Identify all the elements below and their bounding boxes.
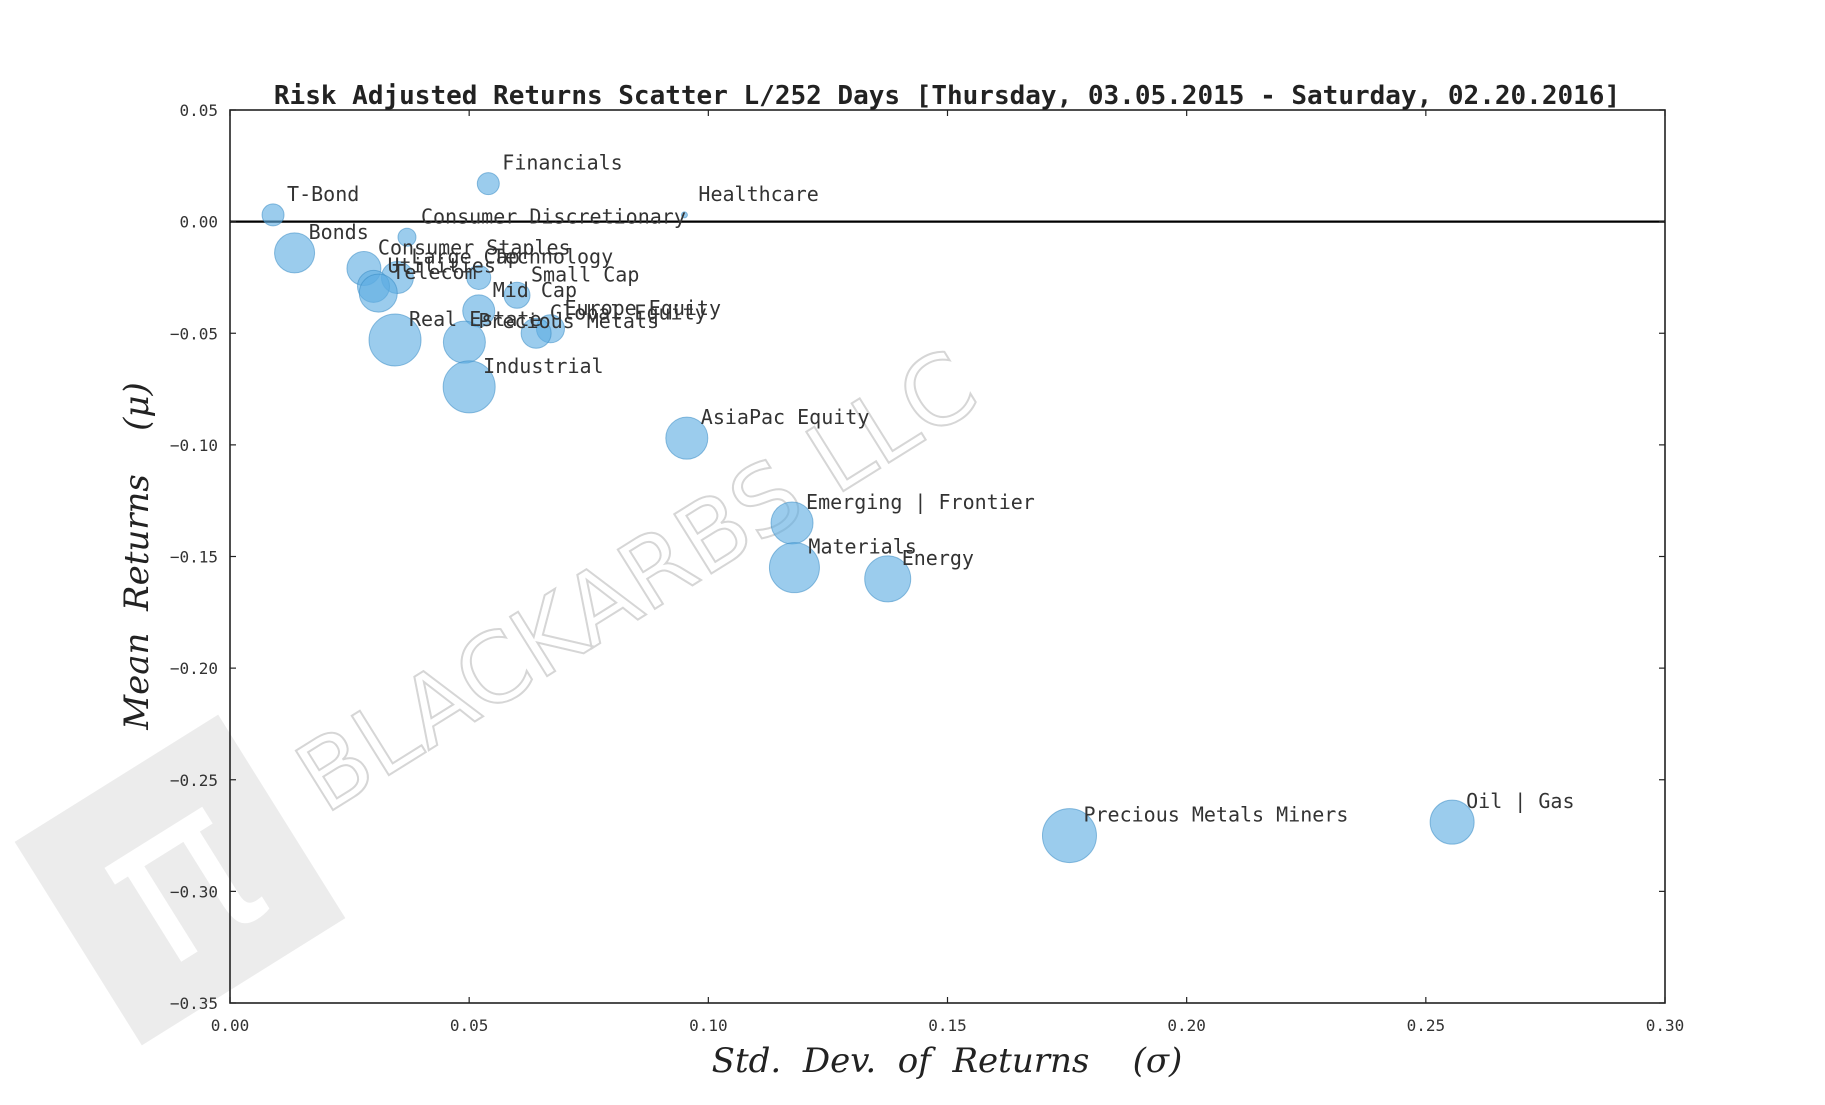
scatter-point: [358, 273, 398, 313]
scatter-point: [397, 227, 417, 247]
point-label: Energy: [902, 546, 974, 570]
scatter-point: [466, 264, 492, 290]
scatter-point: [274, 232, 316, 274]
point-label: Large Cap: [411, 244, 519, 268]
scatter-point: [1041, 808, 1097, 864]
scatter-point: [503, 281, 531, 309]
y-ticks: 0.05 0.00 −0.05 −0.10 −0.15 −0.20 −0.25 −0.30 −0…: [170, 101, 1665, 1013]
x-tick-label: 0.25: [1407, 1016, 1446, 1035]
y-tick-label: 0.05: [179, 101, 218, 120]
x-tick-label: 0.15: [928, 1016, 967, 1035]
point-label: AsiaPac Equity: [701, 405, 870, 429]
point-label: Technology: [493, 244, 613, 268]
point-label: Consumer Discretionary: [421, 204, 686, 228]
point-label: Bonds: [309, 220, 369, 244]
scatter-point: [665, 416, 709, 460]
y-tick-label: −0.25: [170, 771, 218, 790]
point-label: Real Estate: [409, 307, 541, 331]
point-label: Mid Cap: [493, 278, 577, 302]
y-tick-label: −0.05: [170, 324, 218, 343]
point-label: T-Bond: [287, 182, 359, 206]
y-tick-label: −0.10: [170, 436, 218, 455]
point-label: Materials: [808, 535, 916, 559]
point-label: Industrial: [483, 354, 603, 378]
point-label: Oil | Gas: [1466, 789, 1574, 813]
scatter-point: [520, 317, 552, 349]
scatter-point: [261, 203, 285, 227]
point-labels: T-Bond Financials Healthcare Consumer Discr…: [287, 151, 1574, 827]
y-tick-label: −0.20: [170, 659, 218, 678]
y-tick-label: −0.15: [170, 548, 218, 567]
chart-title: Risk Adjusted Returns Scatter L/252 Days…: [274, 81, 1620, 111]
x-tick-label: 0.30: [1646, 1016, 1685, 1035]
scatter-point: [680, 211, 688, 219]
point-label: Emerging | Frontier: [806, 490, 1035, 514]
y-tick-label: −0.35: [170, 994, 218, 1013]
point-label: Healthcare: [698, 182, 818, 206]
y-axis-label: Mean Returns (μ): [117, 382, 157, 730]
point-label: Europe Equity: [564, 296, 721, 320]
point-label: Precious Metals Miners: [1083, 803, 1348, 827]
data-points: [261, 172, 1475, 864]
point-label: Financials: [502, 151, 622, 175]
scatter-point: [768, 542, 820, 594]
x-tick-label: 0.20: [1167, 1016, 1206, 1035]
scatter-point: [442, 360, 496, 414]
point-label: Utilities: [388, 253, 496, 277]
point-label: Consumer Staples: [378, 236, 571, 260]
scatter-point: [1429, 799, 1475, 845]
y-tick-label: 0.00: [179, 213, 218, 232]
x-axis-label: Std. Dev. of Returns (σ): [712, 1041, 1183, 1081]
x-ticks: 0.00 0.05 0.10 0.15 0.20 0.25 0.30: [211, 110, 1685, 1035]
scatter-point: [476, 172, 500, 196]
x-tick-label: 0.00: [211, 1016, 250, 1035]
scatter-point: [864, 555, 912, 603]
point-label: Telecom: [392, 260, 476, 284]
x-tick-label: 0.05: [450, 1016, 489, 1035]
scatter-point: [368, 313, 422, 367]
point-label: Precious Metals: [478, 309, 659, 333]
point-label: Small Cap: [531, 262, 639, 286]
y-tick-label: −0.30: [170, 882, 218, 901]
point-label: Global Equity: [550, 300, 707, 324]
x-tick-label: 0.10: [689, 1016, 728, 1035]
